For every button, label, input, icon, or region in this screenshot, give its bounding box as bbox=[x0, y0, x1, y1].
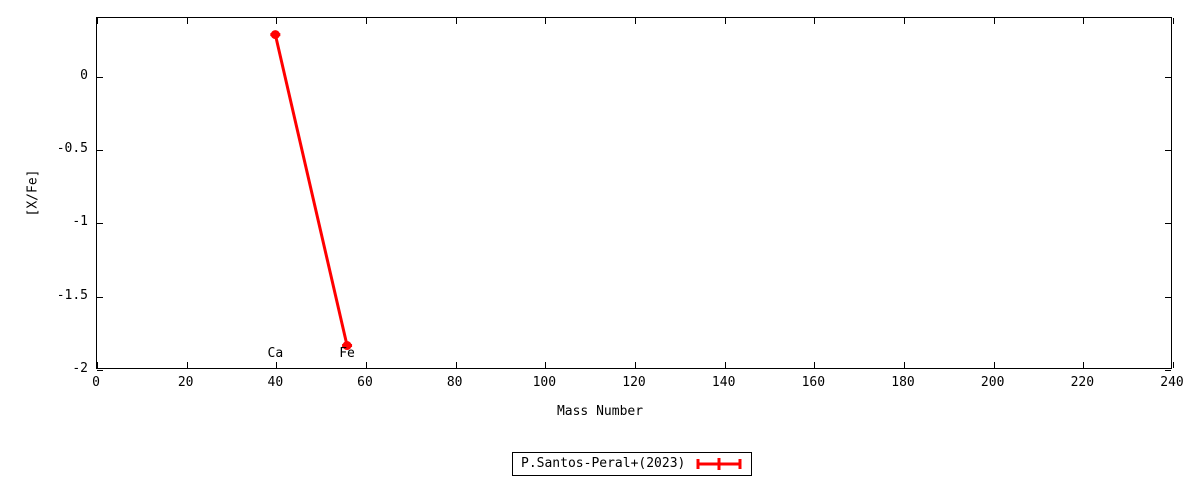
x-axis-tick-label: 40 bbox=[267, 375, 284, 390]
x-axis-tick-mark bbox=[97, 362, 98, 368]
x-axis-tick-mark-top bbox=[545, 18, 547, 24]
plot-area bbox=[96, 17, 1174, 371]
y-axis-tick-mark-right bbox=[1165, 76, 1171, 78]
x-axis-tick-mark bbox=[1173, 362, 1174, 368]
y-axis-tick-mark bbox=[97, 296, 103, 298]
x-axis-tick-mark bbox=[904, 362, 905, 368]
x-axis-tick-mark-top bbox=[186, 18, 188, 24]
x-axis-tick-label: 80 bbox=[446, 375, 463, 390]
x-axis-tick-mark-top bbox=[97, 18, 98, 24]
x-axis-tick-mark-top bbox=[904, 18, 905, 24]
y-axis-tick-label: -2 bbox=[72, 361, 88, 376]
y-axis-tick-label: -1.5 bbox=[56, 287, 88, 303]
x-axis-tick-label: 0 bbox=[92, 375, 100, 390]
x-axis-tick-mark-top bbox=[276, 18, 278, 24]
x-axis-tick-mark-top bbox=[814, 18, 816, 24]
y-axis-tick-label: 0 bbox=[80, 67, 88, 83]
x-axis-tick-label: 120 bbox=[622, 375, 646, 390]
x-axis-tick-mark-top bbox=[635, 18, 636, 24]
y-axis-tick-mark-right bbox=[1165, 296, 1171, 298]
errorbar-line-icon bbox=[696, 458, 742, 470]
x-axis-tick-mark bbox=[635, 362, 636, 368]
data-point-annotation: Ca bbox=[267, 346, 284, 362]
x-axis-tick-mark-top bbox=[366, 18, 367, 24]
x-axis-tick-mark bbox=[1083, 362, 1085, 368]
x-axis-tick-mark bbox=[993, 362, 995, 368]
y-axis-tick-mark-right bbox=[1165, 150, 1171, 151]
x-axis-tick-mark bbox=[455, 362, 457, 368]
x-axis-tick-label: 60 bbox=[357, 375, 373, 390]
x-axis-tick-label: 20 bbox=[177, 375, 194, 390]
x-axis-tick-mark-top bbox=[455, 18, 457, 24]
y-axis-tick-mark bbox=[97, 76, 103, 78]
x-axis-tick-mark bbox=[276, 362, 278, 368]
legend-entry-label: P.Santos-Peral+(2023) bbox=[521, 456, 686, 471]
x-axis-tick-mark-top bbox=[724, 18, 726, 24]
x-axis-tick-mark-top bbox=[1083, 18, 1085, 24]
x-axis-tick-mark-top bbox=[993, 18, 995, 24]
x-axis-tick-label: 100 bbox=[532, 375, 557, 390]
x-axis-tick-label: 240 bbox=[1160, 375, 1184, 390]
y-axis-tick-mark bbox=[97, 150, 103, 151]
data-point-annotation: Fe bbox=[339, 346, 355, 362]
x-axis-tick-mark-top bbox=[1173, 18, 1174, 24]
x-axis-tick-mark bbox=[724, 362, 726, 368]
x-axis-tick-label: 180 bbox=[891, 375, 915, 390]
x-axis-tick-label: 220 bbox=[1070, 375, 1095, 390]
x-axis-tick-mark bbox=[186, 362, 188, 368]
y-axis-tick-mark bbox=[97, 223, 103, 225]
x-axis-tick-mark bbox=[366, 362, 367, 368]
x-axis-tick-label: 200 bbox=[980, 375, 1005, 390]
y-axis-tick-mark-right bbox=[1165, 370, 1171, 371]
x-axis-tick-label: 160 bbox=[801, 375, 826, 390]
x-axis-tick-mark bbox=[545, 362, 547, 368]
y-axis-tick-label: -1 bbox=[72, 214, 88, 230]
y-axis-title: [X/Fe] bbox=[25, 169, 41, 217]
chart-legend: P.Santos-Peral+(2023) bbox=[512, 452, 753, 476]
x-axis-tick-label: 140 bbox=[711, 375, 736, 390]
y-axis-tick-mark bbox=[97, 370, 103, 371]
x-axis-tick-mark bbox=[814, 362, 816, 368]
y-axis-tick-mark-right bbox=[1165, 223, 1171, 225]
x-axis-title: Mass Number bbox=[556, 404, 644, 419]
y-axis-tick-label: -0.5 bbox=[56, 141, 88, 156]
